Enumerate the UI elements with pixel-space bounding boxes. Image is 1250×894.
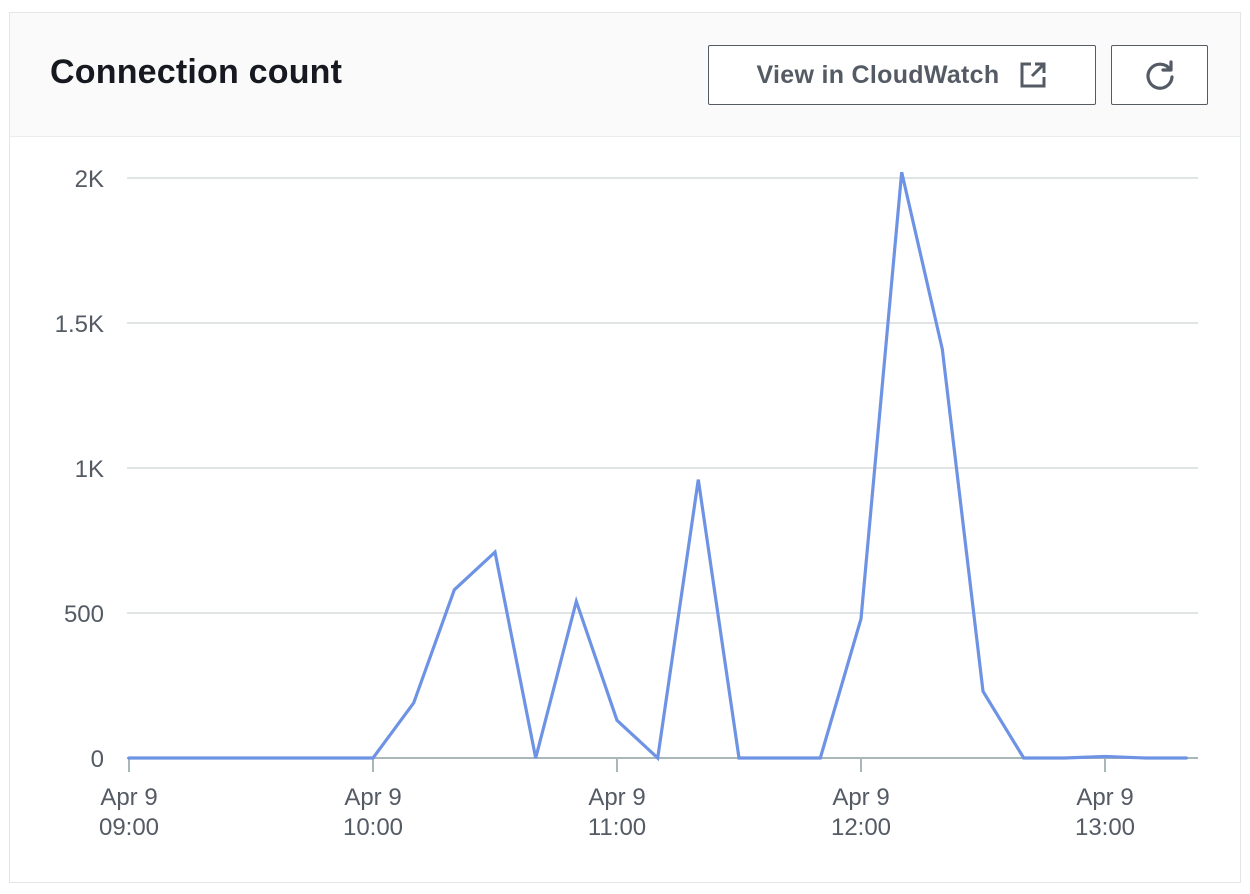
x-tick-label-time: 10:00 (343, 814, 403, 841)
grid-lines (127, 177, 1198, 614)
series-layer (127, 171, 1188, 762)
x-tick-label-time: 11:00 (588, 814, 646, 841)
connection-count-panel: Connection count View in CloudWatch (9, 12, 1241, 883)
y-axis: 0 500 1K 1.5K 2K (55, 166, 104, 773)
x-tick-label-date: Apr 9 (344, 784, 401, 811)
panel-header: Connection count View in CloudWatch (10, 13, 1240, 137)
x-tick-label-time: 09:00 (99, 814, 159, 841)
x-tick-label-date: Apr 9 (100, 784, 157, 811)
x-tick-label-time: 13:00 (1075, 814, 1135, 841)
y-tick-label: 500 (64, 601, 104, 628)
x-axis: Apr 9 09:00 Apr 9 10:00 Apr 9 11:00 Apr 9 12:00… (99, 757, 1198, 841)
x-tick-label-date: Apr 9 (588, 784, 645, 811)
y-tick-label: 2K (75, 166, 104, 193)
panel-title: Connection count (50, 53, 343, 91)
view-in-cloudwatch-label: View in CloudWatch (756, 60, 1000, 89)
refresh-icon (1145, 60, 1174, 90)
y-tick-label: 1K (75, 456, 104, 483)
series-line-0 (127, 171, 1188, 762)
refresh-button[interactable] (1111, 45, 1208, 105)
x-tick-label-time: 12:00 (831, 814, 891, 841)
x-tick-label-date: Apr 9 (832, 784, 889, 811)
external-link-icon (1020, 62, 1046, 88)
x-tick-label-date: Apr 9 (1076, 784, 1133, 811)
view-in-cloudwatch-button[interactable]: View in CloudWatch (708, 45, 1096, 105)
y-tick-label: 1.5K (55, 311, 104, 338)
y-tick-label: 0 (91, 746, 104, 773)
